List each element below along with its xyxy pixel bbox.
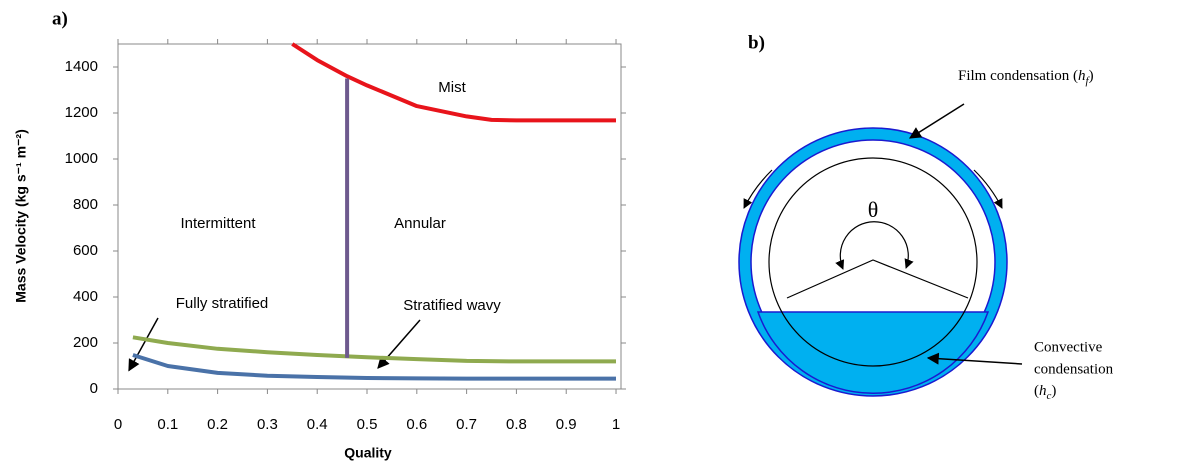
x-tick-label: 0.5 — [357, 416, 378, 433]
panel-label: a) — [52, 8, 68, 29]
x-axis-label: Quality — [344, 445, 392, 461]
y-tick-label: 1000 — [65, 150, 98, 167]
tube-diagram — [738, 103, 1023, 397]
conv-symbol: h — [1039, 383, 1047, 399]
film-symbol: h — [1078, 68, 1086, 84]
x-tick-label: 0.1 — [157, 416, 178, 433]
y-tick-label: 800 — [73, 196, 98, 213]
plot-frame — [117, 43, 622, 390]
annotation-arrow — [377, 319, 421, 369]
x-tick-label: 0.4 — [307, 416, 328, 433]
x-tick-label: 0.7 — [456, 416, 477, 433]
flow-arrow — [973, 169, 1003, 209]
annotation: Fully stratified — [176, 295, 269, 312]
annotation: Mist — [438, 79, 466, 96]
annotation-arrow — [926, 352, 1023, 365]
panel-label: b) — [748, 32, 765, 53]
film-subscript: f — [1086, 75, 1091, 87]
series-line — [132, 353, 616, 381]
x-tick-label: 0.9 — [556, 416, 577, 433]
convective-label: condensation — [1034, 361, 1114, 377]
y-tick-label: 0 — [90, 380, 98, 397]
convective-label: (hc) — [1034, 383, 1056, 401]
y-tick-label: 400 — [73, 288, 98, 305]
annotation: Annular — [394, 215, 446, 232]
y-tick-label: 600 — [73, 242, 98, 259]
conv-subscript: c — [1047, 390, 1052, 402]
film-close: ) — [1089, 68, 1094, 84]
x-tick-label: 0.8 — [506, 416, 527, 433]
x-tick-label: 0.2 — [207, 416, 228, 433]
x-tick-label: 1 — [612, 416, 620, 433]
flow-arrow — [743, 169, 773, 209]
y-tick-label: 1200 — [65, 104, 98, 121]
annotation: Stratified wavy — [403, 297, 501, 314]
y-tick-label: 1400 — [65, 58, 98, 75]
annotation-arrow — [908, 103, 965, 139]
series-line — [132, 335, 616, 364]
conv-open: ( — [1034, 383, 1039, 399]
conv-close: ) — [1051, 383, 1056, 399]
y-tick-label: 200 — [73, 334, 98, 351]
x-tick-label: 0.6 — [406, 416, 427, 433]
film-label: Film condensation (hf) — [958, 68, 1094, 86]
annotation: Intermittent — [180, 215, 256, 232]
x-tick-label: 0.3 — [257, 416, 278, 433]
film-text: Film condensation ( — [958, 68, 1078, 84]
y-axis-label: Mass Velocity (kg s⁻¹ m⁻²) — [13, 129, 29, 303]
angle-arc — [835, 221, 914, 270]
convective-label: Convective — [1034, 339, 1103, 355]
series-line — [291, 42, 616, 123]
convective-layer — [756, 311, 990, 394]
inner-circle — [768, 157, 978, 367]
angle-symbol: θ — [868, 197, 879, 222]
annotation-arrow — [128, 317, 159, 372]
x-tick-label: 0 — [114, 416, 122, 433]
